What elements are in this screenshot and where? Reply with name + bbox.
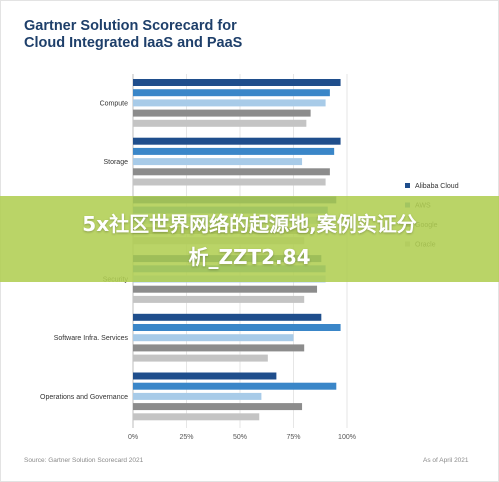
- x-tick-label: 75%: [286, 434, 300, 441]
- bar: [133, 344, 305, 352]
- legend-label: Alibaba Cloud: [415, 183, 459, 190]
- bar: [133, 99, 326, 107]
- title-line-1: Gartner Solution Scorecard for: [24, 18, 237, 34]
- bar: [133, 295, 305, 303]
- bar: [133, 324, 341, 331]
- category-label: Software Infra. Services: [54, 335, 129, 342]
- x-tick-label: 0%: [128, 434, 138, 441]
- bar: [133, 334, 294, 342]
- bar: [133, 354, 268, 362]
- bar: [133, 147, 335, 155]
- bar: [133, 119, 307, 127]
- source-note: Source: Gartner Solution Scorecard 2021: [24, 457, 144, 464]
- x-tick-label: 50%: [233, 434, 247, 441]
- bar: [133, 413, 260, 421]
- chart-title: Gartner Solution Scorecard for Cloud Int…: [24, 18, 242, 52]
- x-tick-label: 100%: [338, 434, 356, 441]
- bar: [133, 382, 337, 390]
- bar: [133, 137, 341, 145]
- bar: [133, 403, 303, 411]
- overlay-banner: [0, 196, 499, 282]
- category-label: Compute: [100, 100, 129, 107]
- bar: [133, 168, 330, 176]
- bar: [133, 285, 318, 293]
- bar: [133, 178, 326, 186]
- date-note: As of April 2021: [423, 457, 469, 464]
- legend-swatch: [405, 183, 410, 188]
- bar: [133, 89, 330, 97]
- banner-line-1: 5x社区世界网络的起源地,案例实证分: [82, 212, 417, 236]
- bar: [133, 392, 262, 400]
- x-tick-label: 25%: [179, 434, 193, 441]
- title-line-2: Cloud Integrated IaaS and PaaS: [24, 35, 243, 51]
- category-label: Operations and Governance: [40, 394, 128, 401]
- bar: [133, 158, 303, 166]
- bar: [133, 79, 341, 86]
- banner-line-2: 析_ZZT2.84: [188, 245, 311, 269]
- bar: [133, 313, 322, 321]
- overlay-banner-text: 5x社区世界网络的起源地,案例实证分 析_ZZT2.84: [0, 208, 499, 274]
- bar: [133, 109, 311, 117]
- category-label: Storage: [103, 159, 128, 166]
- bar: [133, 372, 277, 380]
